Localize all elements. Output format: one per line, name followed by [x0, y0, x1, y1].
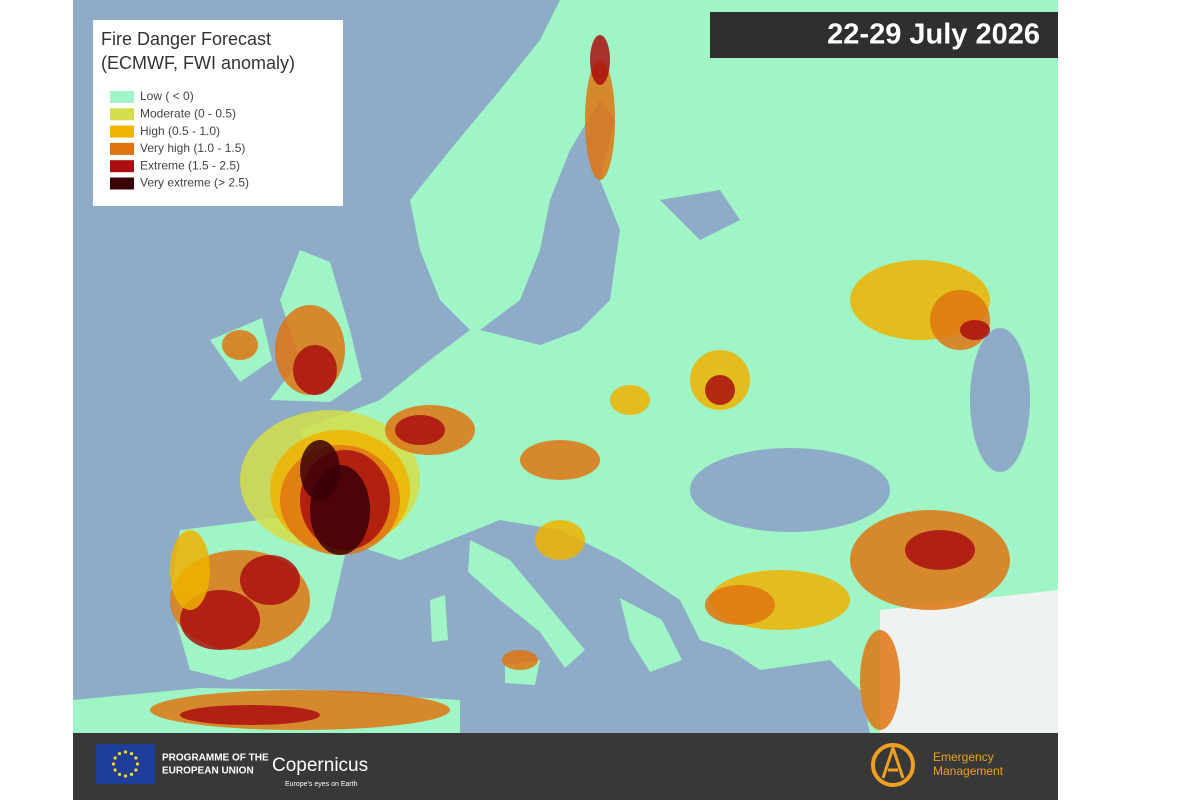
danger-area: [535, 520, 585, 560]
eu-star: [134, 768, 138, 772]
danger-area: [930, 290, 990, 350]
eu-star: [113, 756, 117, 760]
eu-star: [117, 772, 122, 776]
danger-area: [170, 530, 210, 610]
danger-area: [300, 440, 340, 500]
eu-star: [123, 750, 128, 754]
map: [73, 0, 1058, 733]
em-line: Emergency: [933, 750, 994, 764]
legend-title: Fire Danger Forecast: [101, 29, 271, 49]
legend-box: [93, 20, 343, 206]
date: 22-29 July 2026: [827, 19, 1040, 51]
legend: Low ( < 0) Moderate (0 - 0.5) High (0.5 - …: [110, 89, 249, 190]
eu-star: [123, 774, 128, 778]
legend-label: Extreme (1.5 - 2.5): [140, 158, 240, 172]
danger-area: [860, 630, 900, 730]
legend-swatch: [110, 177, 134, 190]
copernicus-tagline: Europe's eyes on Earth: [285, 781, 358, 788]
danger-area: [520, 440, 600, 480]
danger-area: [395, 415, 445, 445]
danger-area: [240, 555, 300, 605]
inland-seas: [330, 100, 1030, 733]
legend-label: Moderate (0 - 0.5): [140, 106, 236, 120]
danger-area: [590, 35, 610, 85]
legend-label: Very extreme (> 2.5): [140, 176, 249, 190]
danger-area: [905, 530, 975, 570]
eu-star: [111, 762, 116, 766]
eu-star: [129, 752, 134, 756]
danger-area: [180, 590, 260, 650]
danger-area: [502, 650, 538, 670]
legend-swatch: [110, 160, 134, 173]
eu-line: PROGRAMME OF THE: [162, 753, 269, 764]
legend-swatch: [110, 91, 134, 103]
copernicus-logo: Copernicus: [272, 755, 368, 776]
date-box: [710, 12, 1058, 58]
eu-star: [113, 768, 117, 772]
eu-line: EUROPEAN UNION: [162, 766, 254, 777]
danger-area: [610, 385, 650, 415]
em-logo-mark: [881, 743, 905, 779]
peninsulas: [430, 540, 682, 685]
danger-area: [293, 345, 337, 395]
em-line: Management: [933, 764, 1004, 778]
desert: [880, 590, 1058, 733]
danger-area: [585, 60, 615, 180]
danger-area: [705, 375, 735, 405]
eu-flag: [96, 744, 155, 784]
danger-area: [960, 320, 990, 340]
legend-swatch: [110, 108, 134, 121]
eu-star: [117, 752, 122, 756]
eu-stars: [111, 750, 140, 778]
eu-star: [135, 762, 140, 766]
danger-area: [222, 330, 258, 360]
eu-star: [129, 772, 134, 776]
danger-area: [180, 705, 320, 725]
legend-label: Very high (1.0 - 1.5): [140, 141, 245, 155]
eu-star: [134, 756, 138, 760]
danger-area: [705, 585, 775, 625]
legend-label: High (0.5 - 1.0): [140, 124, 220, 138]
legend-swatch: [110, 142, 134, 155]
legend-label: Low ( < 0): [140, 89, 194, 103]
legend-subtitle: (ECMWF, FWI anomaly): [101, 53, 295, 73]
legend-swatch: [110, 125, 134, 138]
fire-danger-areas: [150, 35, 1010, 730]
